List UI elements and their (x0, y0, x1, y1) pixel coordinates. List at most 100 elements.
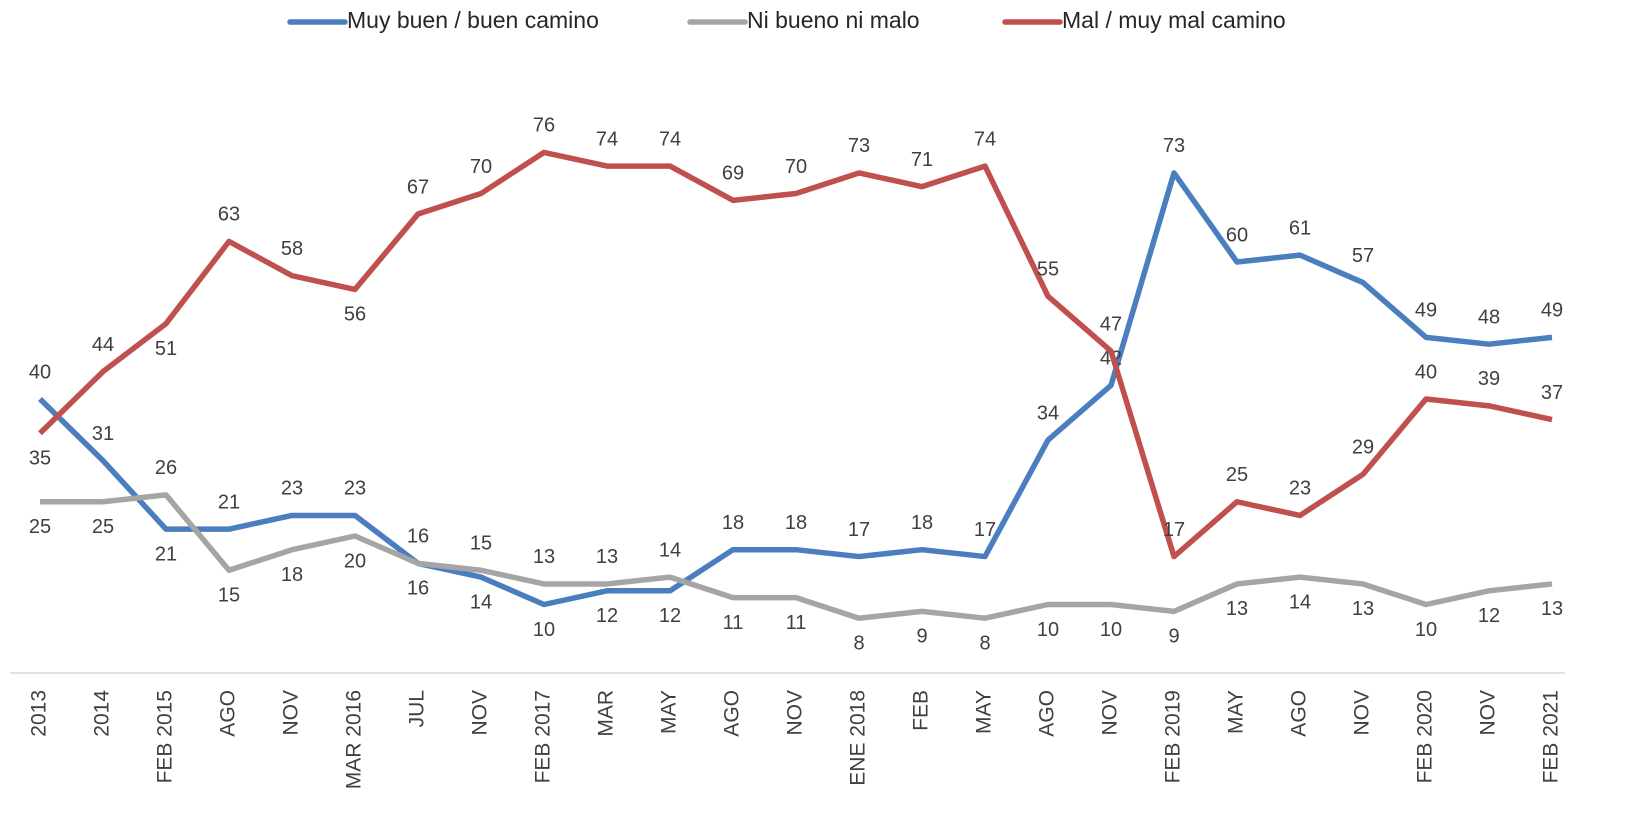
data-label: 51 (155, 338, 177, 360)
data-label: 23 (344, 478, 366, 500)
x-tick-label: MAY (658, 690, 681, 734)
data-label: 8 (979, 632, 990, 654)
x-tick-label: AGO (1288, 690, 1311, 737)
data-label: 14 (659, 539, 681, 561)
x-tick-label: AGO (721, 690, 744, 737)
data-label: 17 (848, 519, 870, 541)
data-label: 18 (785, 512, 807, 534)
data-label: 17 (1163, 519, 1185, 541)
data-label: 12 (1478, 605, 1500, 627)
data-label: 60 (1226, 224, 1248, 246)
x-tick-label: MAR (595, 690, 618, 737)
data-label: 20 (344, 550, 366, 572)
data-label: 71 (911, 149, 933, 171)
data-label: 11 (786, 612, 807, 634)
data-label: 44 (92, 334, 114, 356)
data-label: 13 (1226, 598, 1248, 620)
data-label: 58 (281, 238, 303, 260)
data-label: 18 (722, 512, 744, 534)
data-label: 16 (407, 526, 429, 548)
data-label: 14 (470, 591, 492, 613)
x-tick-label: ENE 2018 (847, 690, 870, 786)
x-tick-label: NOV (1477, 690, 1500, 736)
series-line (40, 492, 1553, 621)
data-label: 23 (281, 478, 303, 500)
data-label: 13 (1352, 598, 1374, 620)
data-label: 8 (853, 632, 864, 654)
data-label: 63 (218, 204, 240, 226)
series-line (38, 149, 1553, 560)
legend-label: Mal / muy mal camino (1062, 7, 1286, 33)
data-label: 74 (659, 128, 681, 150)
data-label: 14 (1289, 591, 1311, 613)
data-label: 25 (29, 516, 51, 538)
data-label: 29 (1352, 437, 1374, 459)
data-label: 26 (155, 457, 177, 479)
data-label: 47 (1100, 313, 1122, 335)
data-label: 25 (92, 516, 114, 538)
x-tick-label: NOV (1351, 690, 1374, 736)
data-label: 10 (1100, 619, 1122, 641)
x-tick-label: MAY (1225, 690, 1248, 734)
series-line (38, 170, 1553, 608)
x-tick-label: FEB (910, 690, 933, 731)
data-label: 76 (533, 115, 555, 137)
data-label: 13 (533, 546, 555, 568)
data-label: 10 (1037, 619, 1059, 641)
data-label: 34 (1037, 402, 1059, 424)
x-tick-label: NOV (784, 690, 807, 736)
data-label: 15 (218, 585, 240, 607)
x-tick-label: MAR 2016 (343, 690, 366, 789)
x-tick-label: JUL (406, 690, 429, 727)
data-label: 70 (785, 156, 807, 178)
data-label: 13 (596, 546, 618, 568)
data-label: 57 (1352, 245, 1374, 267)
data-label: 9 (916, 626, 927, 648)
data-label: 56 (344, 304, 366, 326)
x-tick-label: FEB 2021 (1540, 690, 1563, 783)
data-label: 23 (1289, 478, 1311, 500)
x-tick-label: FEB 2019 (1162, 690, 1185, 783)
data-label: 21 (155, 543, 177, 565)
data-label: 39 (1478, 368, 1500, 390)
data-label: 61 (1289, 217, 1311, 239)
x-tick-label: FEB 2015 (154, 690, 177, 783)
data-label: 35 (29, 448, 51, 470)
data-label: 67 (407, 176, 429, 198)
data-label: 10 (1415, 619, 1437, 641)
data-label: 17 (974, 519, 996, 541)
x-tick-label: NOV (280, 690, 303, 736)
data-label: 40 (1415, 361, 1437, 383)
x-tick-label: AGO (1036, 690, 1059, 737)
x-tick-label: NOV (1099, 690, 1122, 736)
data-label: 9 (1168, 626, 1179, 648)
x-tick-label: NOV (469, 690, 492, 736)
data-label: 16 (407, 578, 429, 600)
data-label: 12 (596, 605, 618, 627)
data-label: 55 (1037, 259, 1059, 281)
data-label: 70 (470, 156, 492, 178)
data-label: 18 (281, 564, 303, 586)
data-label: 49 (1541, 300, 1563, 322)
data-label: 48 (1478, 306, 1500, 328)
data-label: 69 (722, 163, 744, 185)
data-label: 13 (1541, 598, 1563, 620)
data-label: 12 (659, 605, 681, 627)
data-label: 73 (1163, 135, 1185, 157)
data-label: 21 (218, 491, 240, 513)
x-tick-label: 2013 (28, 690, 51, 737)
data-label: 25 (1226, 464, 1248, 486)
legend-label: Muy buen / buen camino (347, 7, 599, 33)
data-label: 37 (1541, 382, 1563, 404)
data-label: 31 (92, 423, 114, 445)
data-label: 73 (848, 135, 870, 157)
x-tick-label: FEB 2020 (1414, 690, 1437, 783)
data-label: 18 (911, 512, 933, 534)
data-label: 11 (723, 612, 744, 634)
data-label: 74 (596, 128, 618, 150)
legend-label: Ni bueno ni malo (747, 7, 920, 33)
data-label: 74 (974, 128, 996, 150)
data-label: 15 (470, 533, 492, 555)
x-tick-label: FEB 2017 (532, 690, 555, 783)
